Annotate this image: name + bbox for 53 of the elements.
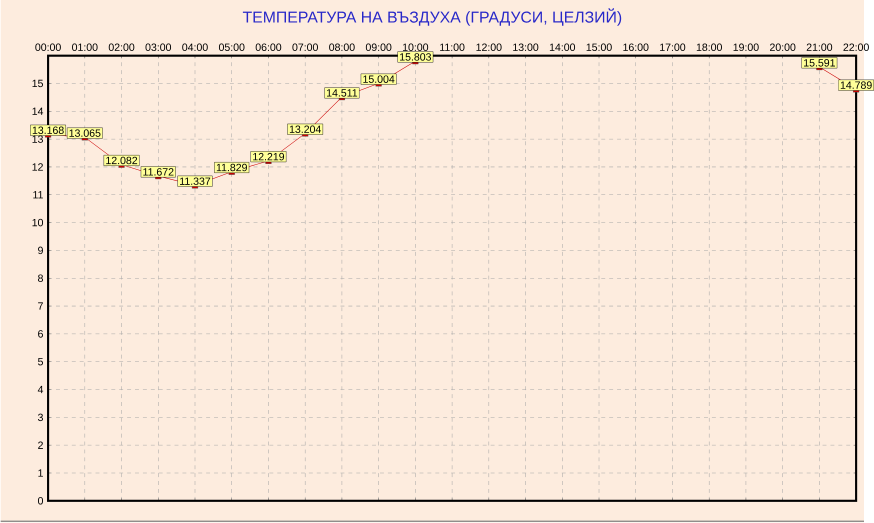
y-tick-label: 6: [38, 330, 43, 338]
data-label: 15.803: [400, 53, 432, 61]
data-label: 15.004: [363, 76, 394, 84]
x-tick-label: 11:00: [440, 44, 464, 52]
x-tick-label: 02:00: [108, 44, 134, 52]
x-tick-label: 20:00: [770, 44, 796, 52]
data-label: 12.082: [106, 156, 138, 164]
y-tick-label: 7: [38, 302, 43, 310]
data-label: 14.511: [326, 89, 358, 97]
y-tick-label: 0: [38, 497, 44, 505]
x-tick-label: 10:00: [402, 44, 428, 52]
y-tick-label: 3: [38, 414, 43, 422]
x-tick-label: 07:00: [292, 44, 318, 52]
data-label: 11.672: [143, 168, 174, 176]
y-tick-label: 5: [38, 358, 43, 366]
y-tick-label: 14: [32, 108, 44, 116]
y-tick-label: 4: [38, 386, 44, 394]
x-tick-label: 05:00: [218, 44, 244, 52]
x-tick-label: 06:00: [256, 44, 282, 52]
chart-title: ТЕМПЕРАТУРА НА ВЪЗДУХА (ГРАДУСИ, ЦЕЛЗИЙ): [242, 8, 622, 26]
x-tick-label: 09:00: [366, 44, 392, 52]
data-label: 13.204: [290, 126, 321, 134]
y-tick-label: 8: [38, 274, 43, 282]
y-tick-label: 2: [38, 442, 43, 450]
x-tick-label: 22:00: [843, 44, 869, 52]
y-tick-label: 15: [32, 80, 43, 88]
data-label: 13.065: [70, 130, 100, 138]
data-label: 12.219: [253, 153, 284, 161]
x-tick-label: 19:00: [734, 44, 759, 52]
x-tick-label: 04:00: [182, 44, 208, 52]
x-tick-label: 15:00: [586, 44, 612, 52]
x-tick-label: 12:00: [476, 44, 502, 52]
data-label: 15.591: [804, 59, 835, 67]
x-tick-label: 14:00: [550, 44, 576, 52]
y-tick-label: 9: [38, 246, 43, 254]
data-label: 11.337: [180, 178, 210, 186]
x-tick-label: 18:00: [696, 44, 722, 52]
x-tick-label: 16:00: [623, 44, 649, 52]
y-tick-label: 1: [38, 470, 43, 477]
x-tick-label: 00:00: [35, 44, 61, 52]
y-tick-label: 10: [32, 219, 44, 227]
x-tick-label: 08:00: [329, 44, 355, 52]
data-label: 14.789: [840, 82, 872, 90]
x-tick-label: 03:00: [146, 44, 172, 52]
x-tick-label: 13:00: [513, 44, 538, 52]
x-tick-label: 17:00: [660, 44, 686, 52]
x-tick-label: 21:00: [806, 44, 832, 52]
y-tick-label: 12: [32, 163, 43, 171]
y-tick-label: 13: [32, 136, 43, 144]
data-label: 13.168: [32, 126, 64, 134]
y-tick-label: 11: [33, 191, 43, 199]
data-label: 11.829: [216, 164, 247, 172]
x-tick-label: 01:00: [72, 44, 98, 52]
